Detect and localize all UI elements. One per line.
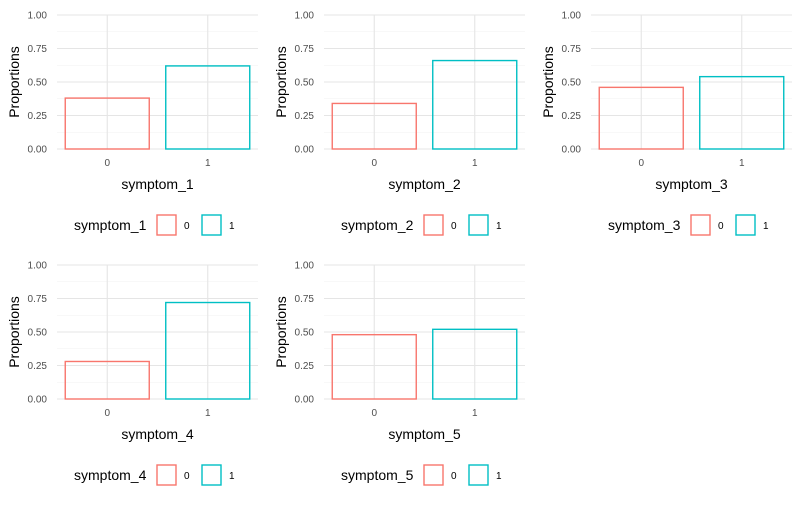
bar-category-0 <box>598 86 684 150</box>
legend: symptom_2 0 1 <box>341 214 502 236</box>
legend: symptom_4 0 1 <box>74 464 235 486</box>
bar-category-0 <box>64 97 150 150</box>
bar-category-1 <box>699 75 785 150</box>
x-tick-label: 0 <box>371 408 377 419</box>
x-tick-label: 1 <box>472 408 478 419</box>
x-tick-label: 0 <box>371 158 377 169</box>
y-tick-label: 0.50 <box>295 328 315 339</box>
y-tick-label: 0.50 <box>28 328 48 339</box>
y-tick-label: 1.00 <box>562 11 582 22</box>
x-tick-label: 0 <box>104 158 110 169</box>
bar-category-1 <box>432 59 518 150</box>
legend: symptom_3 0 1 <box>608 214 769 236</box>
legend-key-1 <box>468 464 489 486</box>
x-tick-label: 1 <box>205 158 211 169</box>
y-tick-label: 0.25 <box>28 361 48 372</box>
legend-label-1: 1 <box>763 221 769 232</box>
y-tick-label: 1.00 <box>295 11 315 22</box>
legend-key-0 <box>156 214 177 236</box>
bar-category-0 <box>331 102 417 150</box>
bar-category-0 <box>64 360 150 400</box>
legend-label-1: 1 <box>229 221 235 232</box>
legend-key-0 <box>423 214 444 236</box>
x-axis-title: symptom_1 <box>121 176 194 192</box>
y-tick-label: 0.25 <box>295 111 315 122</box>
y-tick-label: 0.75 <box>562 44 582 55</box>
legend-title: symptom_3 <box>608 217 681 233</box>
bar-category-1 <box>432 328 518 400</box>
legend-label-0: 0 <box>451 471 457 482</box>
x-axis-title: symptom_5 <box>388 426 461 442</box>
y-tick-label: 1.00 <box>28 261 48 272</box>
y-axis-title: Proportions <box>6 46 22 118</box>
y-tick-label: 0.25 <box>562 111 582 122</box>
legend-label-0: 0 <box>184 221 190 232</box>
legend-key-1 <box>735 214 756 236</box>
y-tick-label: 1.00 <box>295 261 315 272</box>
x-tick-label: 0 <box>638 158 644 169</box>
facet-panel-2: 0.00 0.25 0.50 0.75 1.00 0 1 symptom_2 Proportio… <box>273 11 525 236</box>
legend-key-1 <box>201 464 222 486</box>
y-tick-label: 0.00 <box>28 145 48 156</box>
y-tick-label: 0.75 <box>295 44 315 55</box>
facet-panel-5: 0.00 0.25 0.50 0.75 1.00 0 1 symptom_5 Proportio… <box>273 261 525 486</box>
x-tick-label: 1 <box>205 408 211 419</box>
legend-title: symptom_1 <box>74 217 147 233</box>
y-tick-label: 0.00 <box>295 145 315 156</box>
bar-category-0 <box>331 333 417 400</box>
y-tick-label: 1.00 <box>28 11 48 22</box>
y-axis-title: Proportions <box>273 296 289 368</box>
y-tick-label: 0.25 <box>28 111 48 122</box>
y-tick-label: 0.00 <box>28 395 48 406</box>
y-tick-label: 0.75 <box>295 294 315 305</box>
x-axis-title: symptom_2 <box>388 176 461 192</box>
x-tick-label: 1 <box>739 158 745 169</box>
legend-label-0: 0 <box>718 221 724 232</box>
legend-key-0 <box>156 464 177 486</box>
y-tick-label: 0.75 <box>28 44 48 55</box>
legend-key-1 <box>201 214 222 236</box>
y-axis-title: Proportions <box>540 46 556 118</box>
bar-category-1 <box>165 65 251 150</box>
legend-label-1: 1 <box>496 471 502 482</box>
bar-category-1 <box>165 301 251 400</box>
facet-panel-1: 0.00 0.25 0.50 0.75 1.00 0 1 symptom_1 Proportio… <box>6 11 258 236</box>
y-tick-label: 0.00 <box>295 395 315 406</box>
y-tick-label: 0.50 <box>295 78 315 89</box>
x-axis-title: symptom_4 <box>121 426 194 442</box>
y-tick-label: 0.25 <box>295 361 315 372</box>
y-tick-label: 0.50 <box>562 78 582 89</box>
x-tick-label: 0 <box>104 408 110 419</box>
legend-title: symptom_5 <box>341 467 414 483</box>
legend-key-0 <box>423 464 444 486</box>
y-tick-label: 0.00 <box>562 145 582 156</box>
legend-label-0: 0 <box>451 221 457 232</box>
legend: symptom_5 0 1 <box>341 464 502 486</box>
x-tick-label: 1 <box>472 158 478 169</box>
facet-panel-4: 0.00 0.25 0.50 0.75 1.00 0 1 symptom_4 Proportio… <box>6 261 258 486</box>
legend-label-1: 1 <box>229 471 235 482</box>
legend-label-0: 0 <box>184 471 190 482</box>
y-tick-label: 0.50 <box>28 78 48 89</box>
legend-title: symptom_2 <box>341 217 414 233</box>
y-tick-label: 0.75 <box>28 294 48 305</box>
x-axis-title: symptom_3 <box>655 176 728 192</box>
legend-label-1: 1 <box>496 221 502 232</box>
legend: symptom_1 0 1 <box>74 214 235 236</box>
legend-title: symptom_4 <box>74 467 147 483</box>
y-axis-title: Proportions <box>6 296 22 368</box>
legend-key-1 <box>468 214 489 236</box>
facet-panel-3: 0.00 0.25 0.50 0.75 1.00 0 1 symptom_3 Proportio… <box>540 11 792 236</box>
legend-key-0 <box>690 214 711 236</box>
y-axis-title: Proportions <box>273 46 289 118</box>
